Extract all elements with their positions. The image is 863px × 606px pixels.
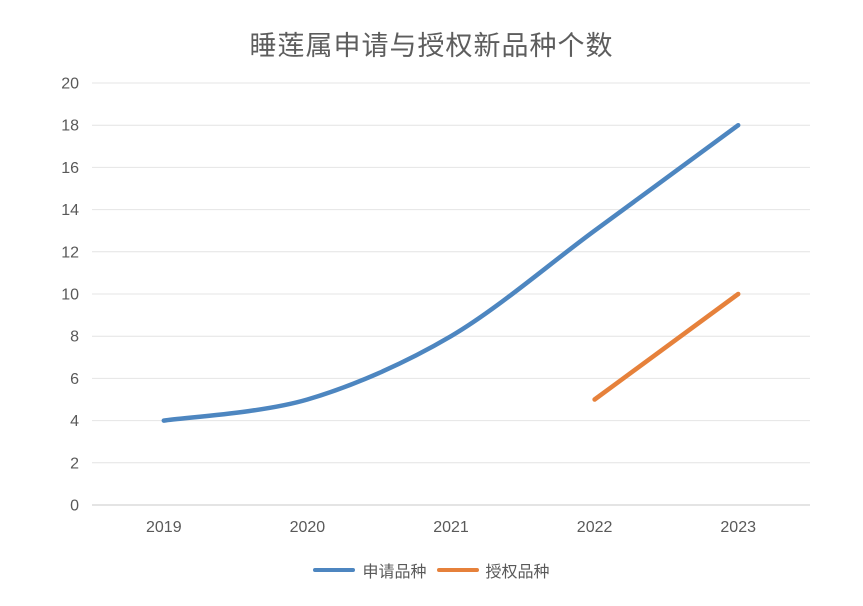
legend-line-swatch	[313, 568, 356, 572]
x-tick-label: 2022	[577, 519, 613, 536]
legend-item-label: 授权品种	[485, 564, 550, 581]
y-tick-label: 20	[61, 76, 79, 93]
chart-title: 睡莲属申请与授权新品种个数	[249, 31, 614, 61]
y-tick-label: 14	[61, 202, 79, 219]
y-tick-label: 4	[70, 413, 79, 430]
y-tick-label: 8	[70, 329, 79, 346]
x-tick-label: 2021	[433, 519, 469, 536]
x-tick-label: 2023	[720, 519, 756, 536]
legend-item-0: 申请品种	[313, 558, 427, 582]
y-tick-label: 0	[70, 498, 79, 515]
y-tick-label: 16	[61, 160, 79, 177]
series-line-0	[161, 122, 741, 423]
y-tick-label: 10	[61, 287, 79, 304]
y-tick-label: 6	[70, 371, 79, 388]
legend-item-label: 申请品种	[362, 564, 427, 581]
series-line-1	[592, 291, 741, 402]
legend-line-swatch	[436, 568, 479, 572]
legend-item-1: 授权品种	[436, 558, 550, 582]
legend: 申请品种 授权品种	[0, 558, 863, 582]
y-tick-label: 18	[61, 118, 79, 135]
y-tick-label: 2	[70, 455, 79, 472]
y-tick-label: 12	[61, 244, 79, 261]
x-tick-label: 2020	[290, 519, 326, 536]
x-tick-label: 2019	[146, 519, 182, 536]
